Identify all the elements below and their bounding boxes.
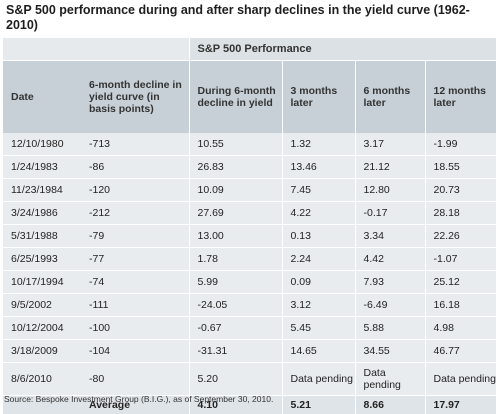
date-cell: 11/23/1984 (3, 179, 81, 202)
date-cell: 6/25/1993 (3, 248, 81, 271)
average-cell: 17.97 (425, 396, 496, 414)
twelve-months-cell: -1.99 (425, 133, 496, 156)
column-header-decline: 6-month decline in yield curve (in basis… (81, 61, 189, 134)
three-months-cell: 2.24 (282, 248, 355, 271)
decline-cell: -80 (81, 363, 189, 396)
six-months-cell: 34.55 (355, 340, 425, 363)
during-cell: 10.09 (189, 179, 282, 202)
three-months-cell: 0.13 (282, 225, 355, 248)
average-cell: 8.66 (355, 396, 425, 414)
twelve-months-cell: 28.18 (425, 202, 496, 225)
column-header-during: During 6-month decline in yield (189, 61, 282, 134)
during-cell: 26.83 (189, 156, 282, 179)
column-header-date: Date (3, 61, 81, 134)
date-cell: 5/31/1988 (3, 225, 81, 248)
three-months-cell: 14.65 (282, 340, 355, 363)
date-cell: 12/10/1980 (3, 133, 81, 156)
super-header-performance: S&P 500 Performance (189, 38, 496, 61)
column-header-12-months: 12 months later (425, 61, 496, 134)
decline-cell: -100 (81, 317, 189, 340)
date-cell: 3/18/2009 (3, 340, 81, 363)
six-months-cell: 3.17 (355, 133, 425, 156)
six-months-cell: 7.93 (355, 271, 425, 294)
six-months-cell: 5.88 (355, 317, 425, 340)
three-months-cell: 13.46 (282, 156, 355, 179)
source-note: Source: Bespoke Investment Group (B.I.G.… (4, 394, 273, 404)
twelve-months-cell: Data pending (425, 363, 496, 396)
six-months-cell: 12.80 (355, 179, 425, 202)
three-months-cell: 7.45 (282, 179, 355, 202)
three-months-cell: 4.22 (282, 202, 355, 225)
date-cell: 3/24/1986 (3, 202, 81, 225)
decline-cell: -212 (81, 202, 189, 225)
three-months-cell: 5.45 (282, 317, 355, 340)
three-months-cell: 3.12 (282, 294, 355, 317)
twelve-months-cell: 25.12 (425, 271, 496, 294)
super-header-row: S&P 500 Performance (3, 38, 496, 61)
during-cell: 5.20 (189, 363, 282, 396)
during-cell: 10.55 (189, 133, 282, 156)
date-cell: 8/6/2010 (3, 363, 81, 396)
during-cell: 13.00 (189, 225, 282, 248)
table-title: S&P 500 performance during and after sha… (6, 3, 494, 33)
during-cell: -24.05 (189, 294, 282, 317)
decline-cell: -74 (81, 271, 189, 294)
decline-cell: -77 (81, 248, 189, 271)
during-cell: 27.69 (189, 202, 282, 225)
during-cell: -0.67 (189, 317, 282, 340)
column-header-3-months: 3 months later (282, 61, 355, 134)
twelve-months-cell: 16.18 (425, 294, 496, 317)
three-months-cell: 0.09 (282, 271, 355, 294)
average-cell: 5.21 (282, 396, 355, 414)
super-header-blank (3, 38, 81, 61)
twelve-months-cell: -1.07 (425, 248, 496, 271)
date-cell: 10/12/2004 (3, 317, 81, 340)
during-cell: 1.78 (189, 248, 282, 271)
twelve-months-cell: 46.77 (425, 340, 496, 363)
decline-cell: -111 (81, 294, 189, 317)
six-months-cell: 4.42 (355, 248, 425, 271)
six-months-cell: -0.17 (355, 202, 425, 225)
decline-cell: -120 (81, 179, 189, 202)
during-cell: 5.99 (189, 271, 282, 294)
super-header-blank (81, 38, 189, 61)
performance-table: S&P 500 Performance Date 6-month decline… (3, 38, 496, 414)
three-months-cell: 1.32 (282, 133, 355, 156)
date-cell: 10/17/1994 (3, 271, 81, 294)
twelve-months-cell: 22.26 (425, 225, 496, 248)
column-header-6-months: 6 months later (355, 61, 425, 134)
decline-cell: -79 (81, 225, 189, 248)
six-months-cell: 3.34 (355, 225, 425, 248)
decline-cell: -104 (81, 340, 189, 363)
decline-cell: -86 (81, 156, 189, 179)
during-cell: -31.31 (189, 340, 282, 363)
date-cell: 9/5/2002 (3, 294, 81, 317)
header-row: Date 6-month decline in yield curve (in … (3, 61, 496, 134)
six-months-cell: -6.49 (355, 294, 425, 317)
six-months-cell: 21.12 (355, 156, 425, 179)
twelve-months-cell: 18.55 (425, 156, 496, 179)
three-months-cell: Data pending (282, 363, 355, 396)
twelve-months-cell: 4.98 (425, 317, 496, 340)
decline-cell: -713 (81, 133, 189, 156)
twelve-months-cell: 20.73 (425, 179, 496, 202)
six-months-cell: Data pending (355, 363, 425, 396)
date-cell: 1/24/1983 (3, 156, 81, 179)
